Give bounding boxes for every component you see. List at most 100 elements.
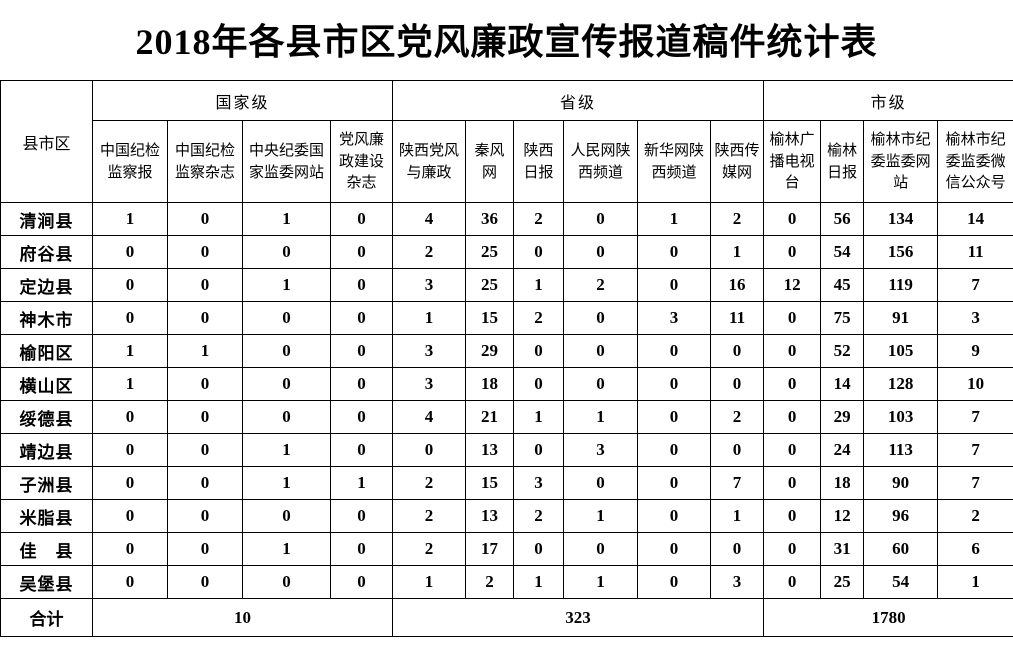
value-cell: 2 [937, 499, 1013, 533]
value-cell: 15 [465, 466, 515, 500]
value-cell: 24 [820, 433, 865, 467]
value-cell: 2 [392, 235, 467, 269]
value-cell: 91 [863, 301, 939, 335]
column-header: 新华网陕西频道 [637, 120, 712, 203]
value-cell: 3 [513, 466, 565, 500]
table-row: 吴堡县 0 0 0 0 1 2 1 1 0 3 0 25 54 1 [0, 565, 1013, 599]
value-cell: 0 [167, 499, 243, 533]
column-header: 陕西日报 [513, 120, 565, 203]
table-row: 神木市 0 0 0 0 1 15 2 0 3 11 0 75 91 3 [0, 301, 1013, 335]
value-cell: 3 [392, 367, 467, 401]
value-cell: 12 [820, 499, 865, 533]
value-cell: 0 [637, 334, 712, 368]
table-row: 佳 县 0 0 1 0 2 17 0 0 0 0 0 31 60 6 [0, 532, 1013, 566]
column-header: 中央纪委国家监委网站 [242, 120, 331, 203]
table-row: 横山区 1 0 0 0 3 18 0 0 0 0 0 14 128 10 [0, 367, 1013, 401]
value-cell: 0 [637, 466, 712, 500]
value-cell: 0 [637, 532, 712, 566]
total-value-national: 10 [91, 598, 394, 637]
value-cell: 3 [392, 334, 467, 368]
value-cell: 7 [937, 400, 1013, 434]
value-cell: 10 [937, 367, 1013, 401]
value-cell: 1 [92, 202, 168, 236]
value-cell: 0 [92, 433, 168, 467]
value-cell: 25 [465, 268, 515, 302]
column-header: 榆林市纪委监委网站 [863, 120, 939, 203]
county-name: 靖边县 [0, 433, 93, 467]
value-cell: 52 [820, 334, 865, 368]
value-cell: 0 [167, 202, 243, 236]
column-header: 秦风网 [465, 120, 515, 203]
column-header: 党风廉政建设杂志 [329, 120, 394, 203]
value-cell: 45 [820, 268, 865, 302]
value-cell: 2 [513, 499, 565, 533]
column-header: 榆林日报 [820, 120, 865, 203]
value-cell: 0 [242, 235, 331, 269]
value-cell: 18 [465, 367, 515, 401]
value-cell: 1 [513, 400, 565, 434]
value-cell: 1 [167, 334, 243, 368]
county-name: 佳 县 [0, 532, 93, 566]
table-foot: 合计 10 323 1780 [0, 598, 1013, 637]
value-cell: 1 [242, 466, 331, 500]
value-cell: 4 [392, 202, 467, 236]
value-cell: 128 [863, 367, 939, 401]
table-row: 米脂县 0 0 0 0 2 13 2 1 0 1 0 12 96 2 [0, 499, 1013, 533]
value-cell: 3 [392, 268, 467, 302]
value-cell: 0 [710, 433, 765, 467]
value-cell: 2 [513, 301, 565, 335]
value-cell: 1 [392, 565, 467, 599]
table-head: 县市区 国家级 省级 市级 中国纪检监察报 中国纪检监察杂志 中央纪委国家监委网站 党风廉政建… [0, 80, 1013, 203]
value-cell: 3 [563, 433, 639, 467]
value-cell: 7 [937, 466, 1013, 500]
value-cell: 0 [563, 202, 639, 236]
table-row: 定边县 0 0 1 0 3 25 1 2 0 16 12 45 119 7 [0, 268, 1013, 302]
value-cell: 0 [563, 367, 639, 401]
value-cell: 0 [763, 499, 822, 533]
value-cell: 1 [242, 433, 331, 467]
county-name: 府谷县 [0, 235, 93, 269]
value-cell: 0 [763, 334, 822, 368]
county-name: 榆阳区 [0, 334, 93, 368]
value-cell: 6 [937, 532, 1013, 566]
value-cell: 0 [637, 367, 712, 401]
table-row: 清涧县 1 0 1 0 4 36 2 0 1 2 0 56 134 14 [0, 202, 1013, 236]
value-cell: 0 [329, 202, 394, 236]
value-cell: 1 [637, 202, 712, 236]
value-cell: 7 [937, 433, 1013, 467]
value-cell: 1 [513, 268, 565, 302]
value-cell: 0 [167, 235, 243, 269]
value-cell: 2 [513, 202, 565, 236]
value-cell: 0 [329, 334, 394, 368]
value-cell: 0 [513, 367, 565, 401]
value-cell: 0 [513, 334, 565, 368]
value-cell: 0 [763, 400, 822, 434]
total-value-provincial: 323 [392, 598, 765, 637]
table-row: 靖边县 0 0 1 0 0 13 0 3 0 0 0 24 113 7 [0, 433, 1013, 467]
value-cell: 0 [763, 466, 822, 500]
column-header: 陕西传媒网 [710, 120, 765, 203]
value-cell: 2 [563, 268, 639, 302]
value-cell: 0 [637, 235, 712, 269]
value-cell: 0 [92, 466, 168, 500]
value-cell: 0 [392, 433, 467, 467]
value-cell: 25 [820, 565, 865, 599]
value-cell: 0 [92, 400, 168, 434]
value-cell: 0 [563, 334, 639, 368]
county-name: 吴堡县 [0, 565, 93, 599]
header-row-columns: 中国纪检监察报 中国纪检监察杂志 中央纪委国家监委网站 党风廉政建设杂志 陕西党风与廉政… [1, 120, 1013, 203]
column-header: 榆林广播电视台 [763, 120, 822, 203]
value-cell: 0 [167, 268, 243, 302]
value-cell: 0 [329, 367, 394, 401]
value-cell: 1 [392, 301, 467, 335]
value-cell: 54 [820, 235, 865, 269]
value-cell: 0 [92, 532, 168, 566]
page-title: 2018年各县市区党风廉政宣传报道稿件统计表 [135, 22, 878, 62]
statistics-table: 县市区 国家级 省级 市级 中国纪检监察报 中国纪检监察杂志 中央纪委国家监委网站 党风廉政建… [0, 80, 1013, 637]
value-cell: 103 [863, 400, 939, 434]
county-name: 神木市 [0, 301, 93, 335]
value-cell: 0 [763, 433, 822, 467]
value-cell: 105 [863, 334, 939, 368]
value-cell: 0 [637, 433, 712, 467]
